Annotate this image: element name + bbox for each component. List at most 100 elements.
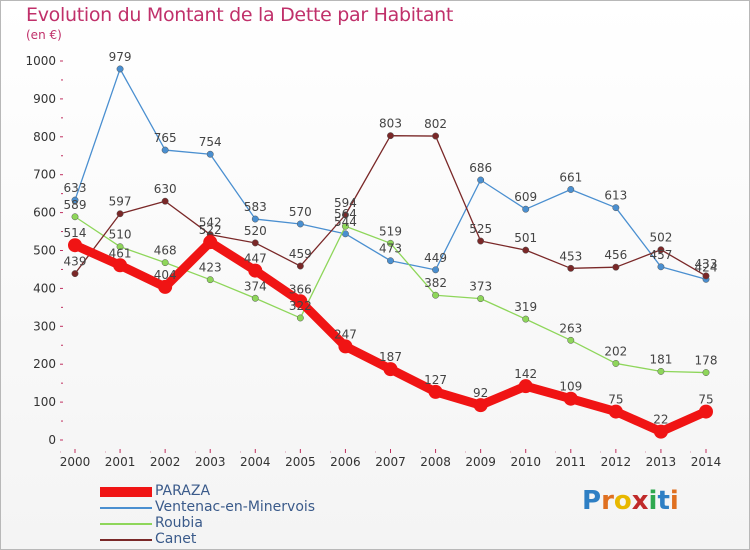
legend-label: Ventenac-en-Minervois [155, 499, 316, 515]
data-point [71, 213, 79, 221]
y-tick-label: 0 [48, 433, 56, 447]
data-label: 522 [199, 223, 222, 237]
x-tick-label: 2014 [691, 455, 722, 469]
data-point [522, 315, 530, 323]
data-point [612, 263, 620, 271]
data-label: 510 [109, 228, 132, 242]
data-label: 613 [604, 189, 627, 203]
x-tick-label: 2007 [375, 455, 406, 469]
data-point [567, 186, 575, 193]
data-label: 514 [64, 226, 87, 240]
data-label: 127 [424, 373, 447, 387]
data-point [387, 132, 394, 140]
data-label: 803 [379, 117, 402, 131]
data-point [702, 369, 710, 376]
data-point [432, 266, 440, 274]
data-label: 373 [469, 280, 492, 294]
data-point [699, 404, 713, 419]
data-label: 456 [604, 248, 627, 262]
data-point [477, 176, 485, 184]
data-label: 754 [199, 135, 222, 149]
x-tick-label: 2002 [150, 455, 181, 469]
data-label: 661 [559, 170, 582, 184]
legend-item: Ventenac-en-Minervois [100, 499, 400, 516]
data-label: 187 [379, 350, 402, 364]
legend-item: PARAZA [100, 483, 400, 500]
data-label: 519 [379, 224, 402, 238]
y-tick-label: 700 [33, 168, 56, 182]
data-label: 366 [289, 282, 312, 296]
chart-subtitle: (en €) [26, 28, 62, 42]
data-label: 501 [514, 231, 537, 245]
data-label: 609 [514, 190, 537, 204]
data-point [567, 264, 575, 272]
logo-letter: x [631, 486, 649, 516]
data-label: 22 [653, 413, 668, 427]
data-point [657, 263, 665, 271]
data-label: 423 [199, 261, 222, 275]
data-label: 202 [604, 344, 627, 358]
legend-label: PARAZA [155, 483, 211, 499]
legend-item: Canet [100, 531, 400, 548]
data-point [113, 258, 128, 273]
data-point [428, 384, 443, 399]
logo-letter: P [582, 486, 602, 516]
x-tick-label: 2003 [195, 455, 226, 469]
data-point [522, 205, 530, 213]
data-point [702, 272, 710, 280]
legend-label: Roubia [155, 515, 203, 531]
logo-letter: t [657, 486, 670, 516]
data-label: 583 [244, 200, 267, 214]
legend-label: Canet [155, 531, 197, 547]
data-point [251, 215, 259, 223]
data-point [248, 263, 263, 278]
data-point [608, 404, 623, 419]
data-label: 457 [649, 248, 672, 262]
data-point [296, 262, 304, 270]
data-label: 765 [154, 131, 177, 145]
data-point [473, 398, 488, 413]
data-label: 404 [154, 268, 177, 282]
legend-swatch [100, 487, 152, 497]
data-point [341, 211, 349, 219]
data-point [522, 246, 530, 254]
logo-letter: r [601, 486, 614, 516]
logo-letter: o [613, 486, 632, 516]
logo-letter: i [669, 486, 679, 516]
data-point [158, 279, 173, 294]
data-point [296, 314, 304, 322]
data-point [612, 204, 620, 212]
data-point [477, 295, 485, 303]
data-label: 181 [649, 352, 672, 366]
data-label: 382 [424, 276, 447, 290]
data-label: 525 [469, 222, 492, 236]
data-label: 570 [289, 205, 312, 219]
data-label: 433 [695, 257, 718, 271]
data-label: 247 [334, 327, 357, 341]
y-tick-label: 800 [33, 130, 56, 144]
data-point [116, 243, 124, 251]
data-label: 75 [608, 393, 623, 407]
data-point [653, 424, 668, 439]
data-point [206, 276, 214, 284]
data-point [203, 235, 218, 250]
y-tick-label: 900 [33, 92, 56, 106]
data-point [68, 238, 82, 253]
data-label: 594 [334, 196, 357, 210]
data-point [612, 359, 620, 367]
x-tick-label: 2009 [465, 455, 496, 469]
data-point [518, 379, 533, 394]
data-label: 630 [154, 182, 177, 196]
data-label: 322 [289, 299, 312, 313]
data-point [116, 210, 124, 218]
data-label: 633 [64, 181, 87, 195]
data-label: 544 [334, 215, 357, 229]
data-point [387, 257, 394, 265]
data-label: 461 [109, 246, 132, 260]
y-tick-label: 200 [33, 357, 56, 371]
data-label: 502 [649, 231, 672, 245]
data-point [71, 270, 79, 278]
x-tick-label: 2001 [105, 455, 136, 469]
data-label: 263 [559, 321, 582, 335]
